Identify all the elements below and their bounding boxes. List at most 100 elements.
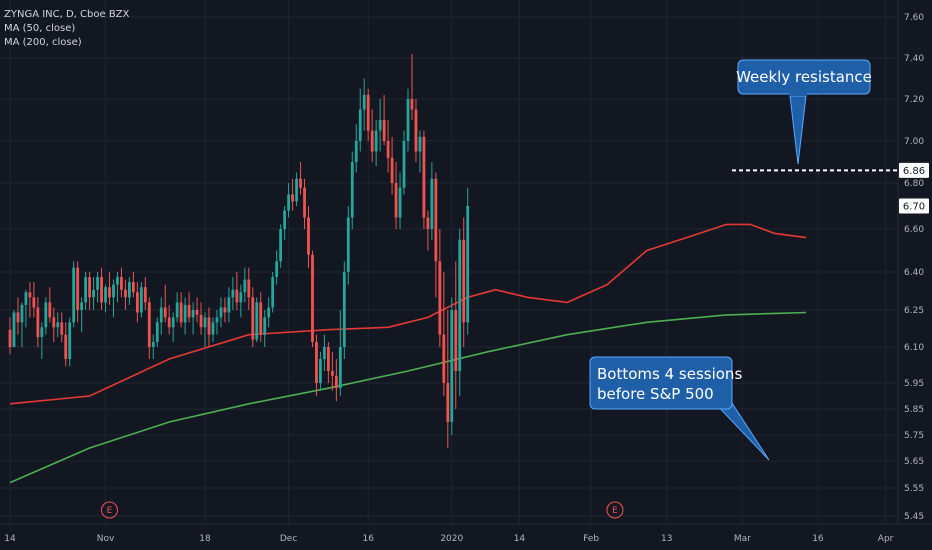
candle[interactable]	[327, 342, 330, 383]
candle[interactable]	[434, 172, 438, 298]
candle[interactable]	[56, 312, 60, 338]
candle[interactable]	[255, 297, 259, 343]
candle[interactable]	[52, 307, 56, 343]
candle[interactable]	[418, 130, 422, 173]
candle[interactable]	[203, 312, 207, 347]
candle[interactable]	[147, 297, 151, 359]
candle[interactable]	[231, 277, 235, 310]
candle[interactable]	[303, 178, 306, 229]
candle[interactable]	[458, 229, 462, 396]
candle[interactable]	[279, 224, 283, 268]
candle[interactable]	[239, 284, 243, 318]
candle[interactable]	[430, 162, 434, 240]
candle[interactable]	[131, 272, 135, 298]
candle[interactable]	[72, 261, 76, 328]
candle[interactable]	[271, 272, 275, 313]
candle[interactable]	[442, 272, 446, 396]
bottoms-callout[interactable]: Bottoms 4 sessions before S&P 500	[589, 356, 770, 461]
candle[interactable]	[171, 312, 175, 343]
candle[interactable]	[211, 317, 215, 343]
candle[interactable]	[116, 272, 119, 303]
candle[interactable]	[128, 277, 131, 305]
candle[interactable]	[163, 284, 167, 323]
candle[interactable]	[96, 272, 99, 303]
candle[interactable]	[378, 99, 382, 152]
candle[interactable]	[20, 302, 24, 347]
candle[interactable]	[207, 307, 211, 347]
candle[interactable]	[315, 334, 318, 396]
candle[interactable]	[454, 261, 458, 409]
candle[interactable]	[84, 272, 88, 310]
candle[interactable]	[382, 94, 386, 146]
candle[interactable]	[370, 109, 374, 163]
candle[interactable]	[167, 304, 171, 335]
candle[interactable]	[466, 187, 470, 335]
candle[interactable]	[251, 287, 255, 347]
candle[interactable]	[139, 282, 143, 318]
candle[interactable]	[32, 282, 36, 318]
candle[interactable]	[323, 334, 326, 371]
candle[interactable]	[24, 289, 28, 328]
candle[interactable]	[143, 277, 147, 310]
candle[interactable]	[235, 272, 239, 310]
candle[interactable]	[60, 312, 64, 343]
ma200-legend[interactable]: MA (200, close)	[4, 37, 82, 48]
candle[interactable]	[398, 172, 402, 230]
candle[interactable]	[350, 151, 354, 230]
candle[interactable]	[319, 351, 322, 391]
candle[interactable]	[135, 282, 139, 323]
candle[interactable]	[243, 267, 247, 303]
candle[interactable]	[462, 217, 466, 348]
earnings-marker[interactable]: E	[101, 501, 118, 519]
candle[interactable]	[386, 120, 390, 173]
candle[interactable]	[155, 317, 159, 347]
candle[interactable]	[191, 302, 195, 335]
candle[interactable]	[299, 162, 302, 195]
candle[interactable]	[64, 322, 68, 367]
candle[interactable]	[354, 124, 358, 173]
candle[interactable]	[187, 292, 191, 323]
candle[interactable]	[422, 130, 426, 230]
candle[interactable]	[40, 322, 44, 359]
candle[interactable]	[151, 334, 155, 359]
candle[interactable]	[104, 284, 107, 313]
candle[interactable]	[334, 359, 338, 402]
candle[interactable]	[283, 206, 287, 240]
candle[interactable]	[112, 279, 115, 318]
candlestick-series[interactable]	[8, 53, 470, 448]
candle[interactable]	[390, 136, 394, 195]
candle[interactable]	[450, 297, 454, 435]
candle[interactable]	[80, 297, 84, 333]
candle[interactable]	[92, 277, 95, 310]
candle[interactable]	[394, 162, 398, 229]
candle[interactable]	[199, 302, 203, 335]
candle[interactable]	[342, 261, 346, 359]
candle[interactable]	[183, 297, 187, 335]
candle[interactable]	[263, 310, 267, 347]
candle[interactable]	[362, 78, 366, 131]
x-axis[interactable]: 14 Nov 18 Dec 16 2020 14 Feb 13 Mar 16 Apr	[0, 523, 932, 544]
ma50-legend[interactable]: MA (50, close)	[4, 23, 76, 34]
candle[interactable]	[374, 120, 378, 167]
candle[interactable]	[16, 297, 20, 335]
candle[interactable]	[366, 88, 370, 141]
candle[interactable]	[338, 310, 342, 396]
candle[interactable]	[159, 297, 163, 335]
candle[interactable]	[88, 272, 91, 310]
candle[interactable]	[307, 206, 310, 268]
candle[interactable]	[179, 292, 183, 328]
candle[interactable]	[100, 267, 103, 310]
candle[interactable]	[36, 297, 40, 347]
candle[interactable]	[330, 351, 334, 391]
candle[interactable]	[287, 183, 290, 218]
candle[interactable]	[120, 267, 123, 298]
candle[interactable]	[426, 210, 430, 251]
candle[interactable]	[346, 206, 350, 285]
candle[interactable]	[48, 287, 52, 323]
candle[interactable]	[124, 279, 127, 310]
candle[interactable]	[291, 178, 294, 211]
candle[interactable]	[12, 310, 16, 347]
candle[interactable]	[259, 292, 263, 343]
candle[interactable]	[108, 272, 111, 305]
